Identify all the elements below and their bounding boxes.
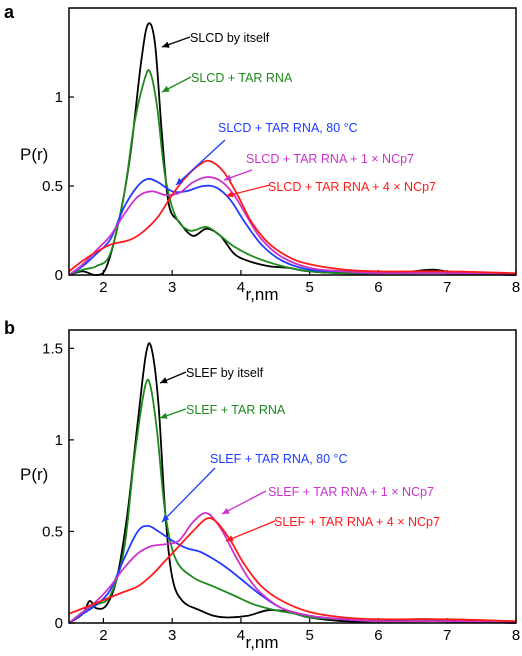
panel-a-y-tick-label: 0.5 xyxy=(42,178,63,195)
panel-b-series-line-4 xyxy=(68,517,517,623)
panel-a-x-axis-label: r,nm xyxy=(245,285,278,304)
panel-b-series-line-3 xyxy=(68,512,517,624)
panel-b-annotation-arrow xyxy=(225,520,276,542)
panel-a-annotation-arrowhead xyxy=(226,191,234,198)
panel-b-annotation-slef-tar-4x: SLEF + TAR RNA + 4 × NCp7 xyxy=(274,515,440,529)
panel-a-x-tick-label: 5 xyxy=(306,279,314,296)
panel-a-annotation-arrow xyxy=(175,139,226,186)
panel-a-y-tick-label: 0 xyxy=(55,267,63,284)
panel-a-x-tick-label: 6 xyxy=(374,279,382,296)
panel-b-annotation-arrow xyxy=(221,490,267,515)
panel-a-series-line-1 xyxy=(68,69,517,276)
panel-b-x-tick-label: 5 xyxy=(306,627,314,644)
panel-b-annotation-slef-tar-1x: SLEF + TAR RNA + 1 × NCp7 xyxy=(268,485,434,499)
panel-b: b P(r) r,nm 2 3 4 5 6 7 8 0 0.5 1 1.5 SLEF by itse… xyxy=(4,318,520,652)
panel-a-x-tick-label: 2 xyxy=(99,279,107,296)
panel-b-y-tick-label: 0.5 xyxy=(42,523,63,540)
panel-b-x-tick-label: 2 xyxy=(99,627,107,644)
panel-b-annotation-arrowhead xyxy=(160,377,168,384)
panel-b-annotation-arrowhead xyxy=(226,535,234,542)
panel-b-annotation-arrowhead xyxy=(160,412,168,419)
panel-a: a P(r) r,nm 2 3 4 5 6 7 800.51 SLCD by itself … xyxy=(4,2,520,304)
panel-a-annotation-slcd-tar: SLCD + TAR RNA xyxy=(191,71,293,85)
panel-b-annotation-slef-by-itself: SLEF by itself xyxy=(186,366,264,380)
panel-b-y-axis-label: P(r) xyxy=(20,465,48,484)
panel-b-y-tick-label: 0 xyxy=(55,615,63,632)
panel-b-x-tick-label: 6 xyxy=(374,627,382,644)
panel-a-series-line-3 xyxy=(68,176,517,276)
panel-a-annotation-arrow xyxy=(225,184,271,197)
panel-b-y-tick-label: 1 xyxy=(55,432,63,449)
panel-b-annotation-arrow xyxy=(161,467,216,523)
panel-a-annotation-slcd-by-itself: SLCD by itself xyxy=(190,31,270,45)
panel-a-annotation-arrowhead xyxy=(162,85,170,92)
panel-a-x-tick-label: 8 xyxy=(512,279,520,296)
panel-b-x-tick-label: 8 xyxy=(512,627,520,644)
panel-b-annotation-slef-tar: SLEF + TAR RNA xyxy=(186,403,286,417)
panel-b-label: b xyxy=(4,318,15,338)
panel-a-annotation-arrowhead xyxy=(176,177,184,185)
panel-a-annotation-arrowhead xyxy=(162,41,170,48)
panel-a-annotation-arrowhead xyxy=(224,174,232,181)
panel-b-annotation-arrowhead xyxy=(222,507,230,514)
panel-a-label: a xyxy=(4,2,15,22)
panel-a-annotation-slcd-tar-4x: SLCD + TAR RNA + 4 × NCp7 xyxy=(268,180,436,194)
panel-a-x-tick-label: 4 xyxy=(237,279,245,296)
panel-a-x-tick-label: 3 xyxy=(168,279,176,296)
panel-b-annotation-arrowhead xyxy=(162,514,170,522)
panel-b-x-tick-label: 7 xyxy=(443,627,451,644)
panel-b-y-tick-label: 1.5 xyxy=(42,340,63,357)
panel-a-annotation-slcd-tar-1x: SLCD + TAR RNA + 1 × NCp7 xyxy=(246,152,414,166)
panel-a-y-axis-label: P(r) xyxy=(20,145,48,164)
panel-a-annotation-slcd-tar-80c: SLCD + TAR RNA, 80 °C xyxy=(218,121,358,135)
panel-a-series-line-4 xyxy=(68,159,517,275)
panel-a-x-tick-label: 7 xyxy=(443,279,451,296)
panel-b-x-axis-label: r,nm xyxy=(245,633,278,652)
panel-a-plot-frame xyxy=(68,7,517,276)
panel-b-series-line-0 xyxy=(68,342,517,624)
panel-b-series-line-2 xyxy=(68,525,517,624)
panel-a-y-tick-label: 1 xyxy=(55,89,63,106)
panel-b-annotation-slef-tar-80c: SLEF + TAR RNA, 80 °C xyxy=(210,452,348,466)
panel-b-plot-frame xyxy=(68,329,517,624)
panel-b-x-tick-label: 4 xyxy=(237,627,245,644)
panel-b-x-tick-label: 3 xyxy=(168,627,176,644)
